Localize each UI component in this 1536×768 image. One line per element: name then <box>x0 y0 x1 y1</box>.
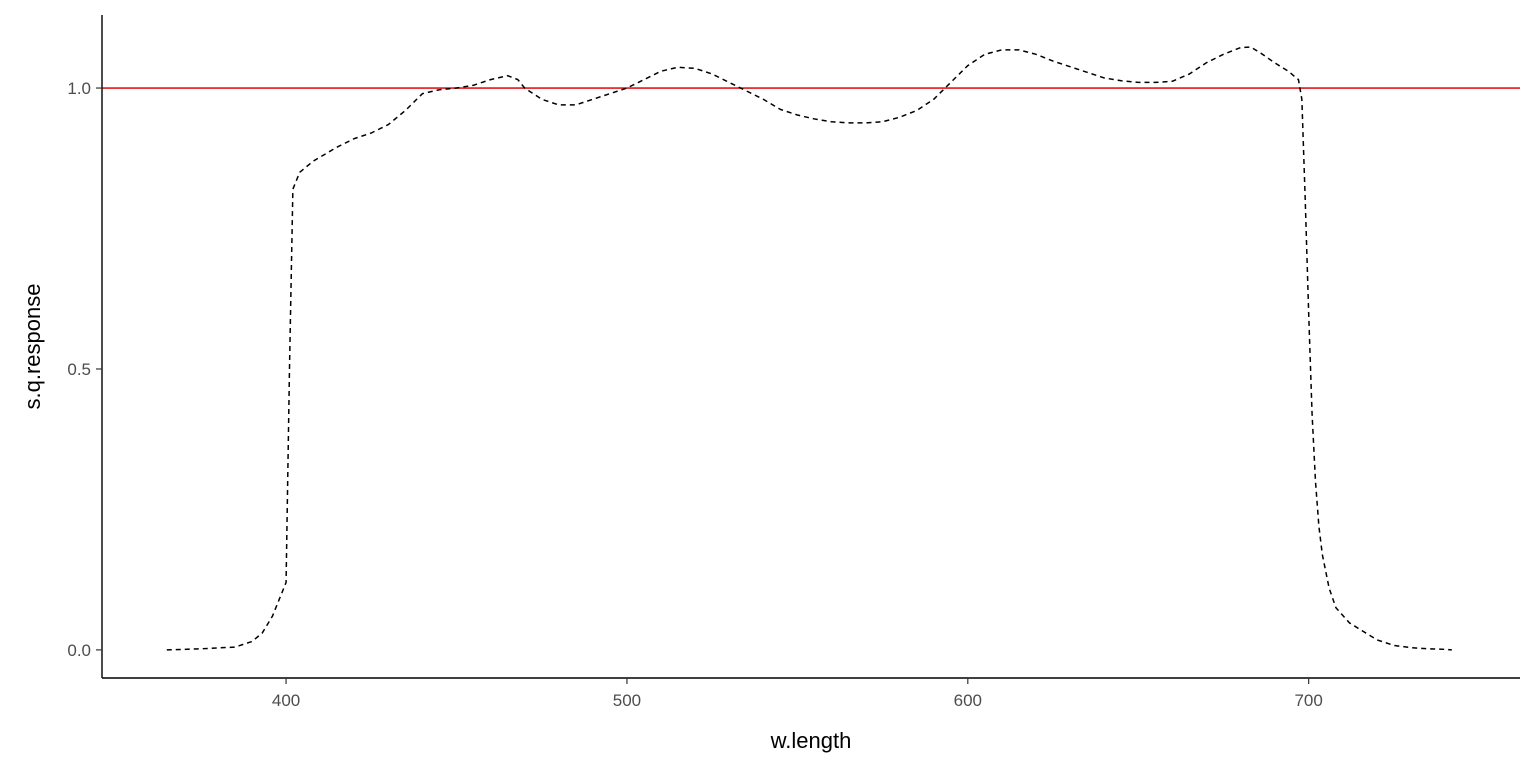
series-line-1 <box>166 46 1452 651</box>
y-axis-title: s.q.response <box>20 284 45 410</box>
x-tick-label: 500 <box>613 691 641 710</box>
x-axis-ticks: 400 500 600 700 <box>272 678 1323 710</box>
y-axis-ticks: 0.0 0.5 1.0 <box>67 79 102 660</box>
x-axis-title: w.length <box>770 728 852 753</box>
plot-marks <box>102 46 1520 651</box>
x-tick-label: 600 <box>954 691 982 710</box>
x-tick-label: 700 <box>1294 691 1322 710</box>
y-tick-label: 1.0 <box>67 79 91 98</box>
y-tick-label: 0.5 <box>67 360 91 379</box>
y-tick-label: 0.0 <box>67 641 91 660</box>
x-tick-label: 400 <box>272 691 300 710</box>
